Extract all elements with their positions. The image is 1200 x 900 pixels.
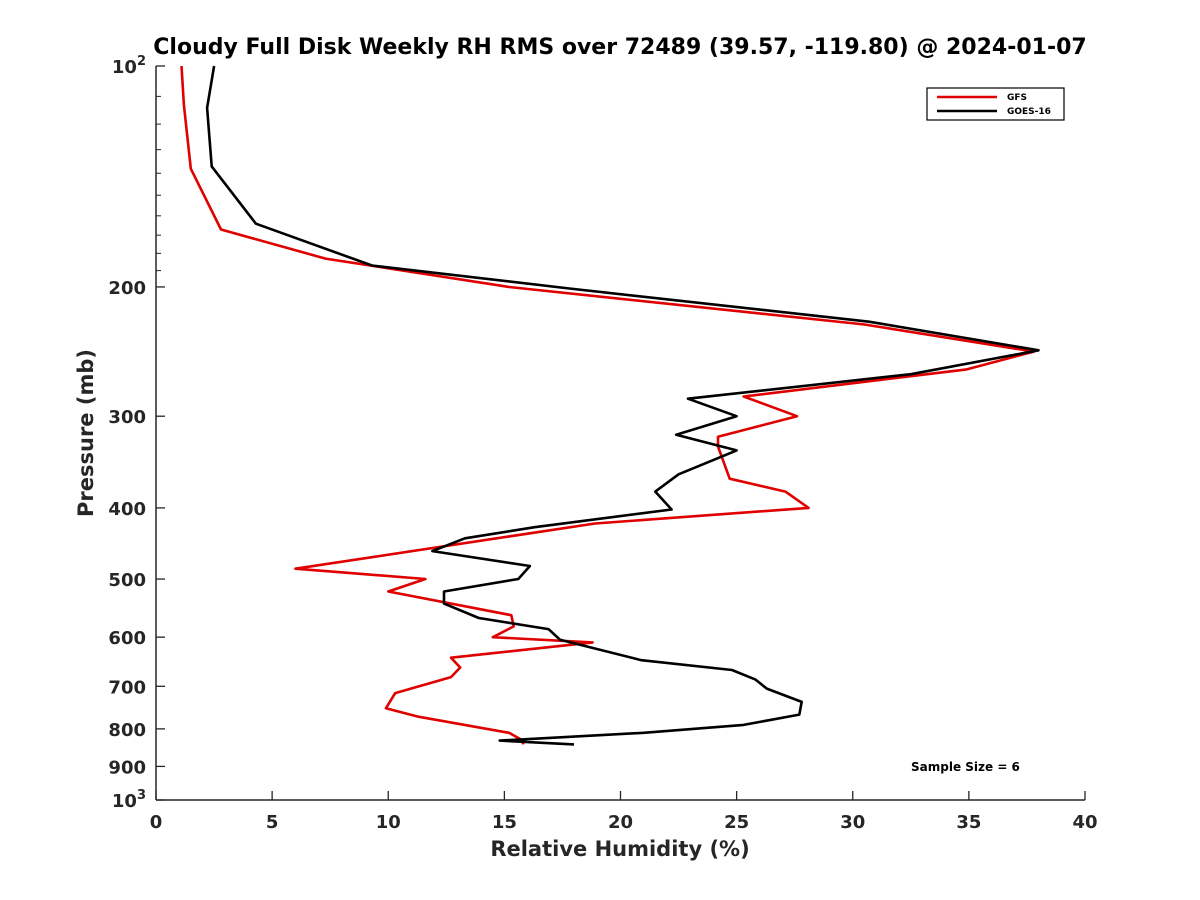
y-tick-label: 103: [112, 788, 146, 812]
y-tick-label: 400: [108, 499, 146, 520]
x-tick-label: 20: [608, 812, 633, 833]
legend-label: GOES-16: [1007, 107, 1051, 117]
y-tick-label: 600: [108, 628, 146, 649]
x-tick-label: 10: [376, 812, 401, 833]
series-line-gfs: [180, 65, 1036, 745]
x-tick-label: 5: [266, 812, 279, 833]
x-tick-label: 15: [492, 812, 517, 833]
chart-title: Cloudy Full Disk Weekly RH RMS over 7248…: [153, 35, 1086, 60]
legend-box: [926, 87, 1065, 121]
axes: [155, 66, 1085, 801]
y-axis-label: Pressure (mb): [74, 349, 98, 517]
x-tick-label: 35: [956, 812, 981, 833]
ticks: 0 5 10 15 20 25 30 35 40 102 200 300 400 500 600 700 800…: [108, 54, 1097, 833]
x-axis-label: Relative Humidity (%): [490, 837, 749, 861]
x-tick-label: 40: [1072, 812, 1097, 833]
legend-label: GFS: [1007, 93, 1027, 103]
y-tick-label: 700: [108, 677, 146, 698]
y-tick-label: 102: [112, 54, 146, 78]
legend: GFS GOES-16: [926, 87, 1065, 121]
x-tick-label: 25: [724, 812, 749, 833]
series-layer: [180, 65, 1040, 746]
y-tick-label: 500: [108, 570, 146, 591]
y-tick-label: 300: [108, 407, 146, 428]
y-tick-label: 200: [108, 278, 146, 299]
y-tick-label: 900: [108, 757, 146, 778]
series-line-goes-16: [205, 65, 1040, 746]
y-tick-label: 800: [108, 720, 146, 741]
x-tick-label: 30: [840, 812, 865, 833]
x-tick-label: 0: [150, 812, 163, 833]
sample-size-annotation: Sample Size = 6: [911, 760, 1020, 774]
